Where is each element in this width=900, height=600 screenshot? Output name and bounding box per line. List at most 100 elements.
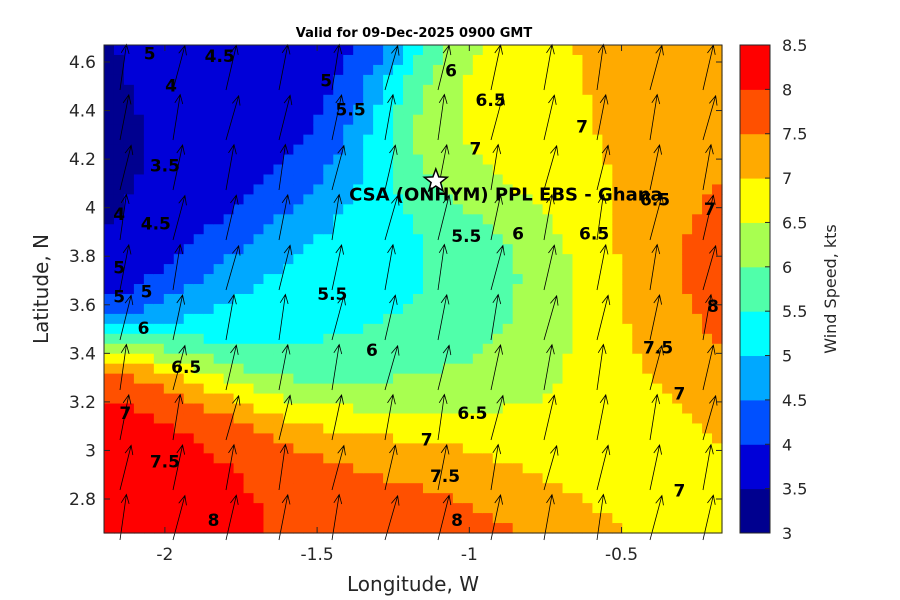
- contour-cell: [482, 214, 494, 225]
- contour-cell: [233, 353, 245, 365]
- contour-cell: [303, 254, 314, 265]
- contour-cell: [153, 45, 165, 56]
- contour-cell: [432, 473, 444, 484]
- contour-cell: [303, 274, 314, 285]
- contour-cell: [163, 293, 175, 305]
- contour-cell: [552, 353, 564, 365]
- contour-cell: [403, 383, 414, 395]
- contour-cell: [442, 413, 454, 425]
- contour-cell: [502, 274, 514, 285]
- contour-cell: [692, 343, 703, 355]
- contour-cell: [373, 274, 384, 285]
- contour-cell: [383, 473, 394, 484]
- contour-cell: [502, 264, 514, 275]
- contour-cell: [682, 64, 693, 76]
- contour-cell: [313, 124, 324, 136]
- contour-cell: [293, 264, 304, 275]
- contour-cell: [313, 373, 324, 385]
- contour-cell: [223, 453, 235, 464]
- contour-cell: [383, 284, 394, 295]
- contour-cell: [163, 523, 175, 534]
- contour-cell: [303, 493, 314, 504]
- wind-arrow: [225, 344, 239, 391]
- contour-cell: [383, 483, 394, 494]
- contour-cell: [113, 84, 125, 96]
- contour-cell: [253, 204, 265, 215]
- contour-cell: [612, 224, 623, 235]
- contour-cell: [572, 293, 584, 305]
- contour-label: 7: [576, 118, 588, 138]
- contour-label: 6.5: [640, 190, 670, 210]
- contour-cell: [263, 293, 275, 305]
- contour-cell: [193, 114, 205, 126]
- contour-cell: [502, 234, 514, 245]
- contour-cell: [562, 483, 574, 494]
- contour-cell: [323, 204, 334, 215]
- contour-cell: [413, 463, 424, 474]
- contour-cell: [393, 224, 404, 235]
- contour-cell: [472, 443, 484, 454]
- contour-cell: [123, 333, 135, 345]
- contour-cell: [104, 124, 115, 136]
- contour-cell: [612, 134, 623, 146]
- contour-cell: [143, 493, 155, 504]
- contour-cell: [482, 164, 494, 176]
- contour-cell: [104, 164, 115, 176]
- contour-cell: [592, 423, 603, 435]
- contour-cell: [383, 323, 394, 335]
- contour-cell: [133, 144, 145, 156]
- contour-cell: [233, 54, 245, 66]
- contour-cell: [572, 254, 584, 265]
- contour-cell: [462, 363, 474, 375]
- contour-cell: [502, 453, 514, 464]
- contour-cell: [243, 523, 255, 534]
- contour-cell: [642, 393, 653, 405]
- contour-cell: [323, 513, 334, 524]
- contour-cell: [582, 423, 594, 435]
- contour-cell: [602, 64, 613, 76]
- contour-cell: [582, 293, 594, 305]
- contour-cell: [353, 264, 364, 275]
- wind-arrow: [119, 343, 130, 391]
- contour-cell: [582, 523, 594, 534]
- contour-cell: [104, 303, 115, 315]
- contour-cell: [622, 64, 633, 76]
- contour-cell: [153, 513, 165, 524]
- contour-cell: [273, 323, 285, 335]
- contour-cell: [113, 463, 125, 474]
- contour-cell: [153, 134, 165, 146]
- contour-cell: [123, 413, 135, 425]
- contour-cell: [462, 234, 474, 245]
- contour-cell: [113, 234, 125, 245]
- contour-cell: [393, 134, 404, 146]
- contour-cell: [582, 303, 594, 315]
- contour-cell: [632, 343, 643, 355]
- contour-cell: [712, 463, 723, 474]
- contour-cell: [642, 493, 653, 504]
- contour-cell: [253, 134, 265, 146]
- contour-cell: [552, 303, 564, 315]
- contour-cell: [313, 323, 324, 335]
- contour-cell: [253, 313, 265, 325]
- contour-cell: [692, 204, 703, 215]
- contour-cell: [512, 313, 524, 325]
- contour-cell: [492, 45, 504, 56]
- contour-cell: [652, 473, 663, 484]
- wind-arrow: [490, 94, 505, 141]
- contour-cell: [233, 104, 245, 116]
- contour-cell: [662, 443, 673, 454]
- contour-cell: [672, 443, 683, 454]
- contour-label: 4: [113, 205, 125, 225]
- contour-cell: [363, 264, 374, 275]
- contour-cell: [522, 84, 534, 96]
- contour-cell: [223, 174, 235, 186]
- contour-cell: [572, 144, 584, 156]
- contour-cell: [612, 463, 623, 474]
- contour-cell: [662, 493, 673, 504]
- contour-cell: [323, 94, 334, 106]
- contour-cell: [562, 54, 574, 66]
- contour-cell: [133, 264, 145, 275]
- contour-cell: [632, 254, 643, 265]
- contour-cell: [133, 224, 145, 235]
- contour-cell: [343, 453, 354, 464]
